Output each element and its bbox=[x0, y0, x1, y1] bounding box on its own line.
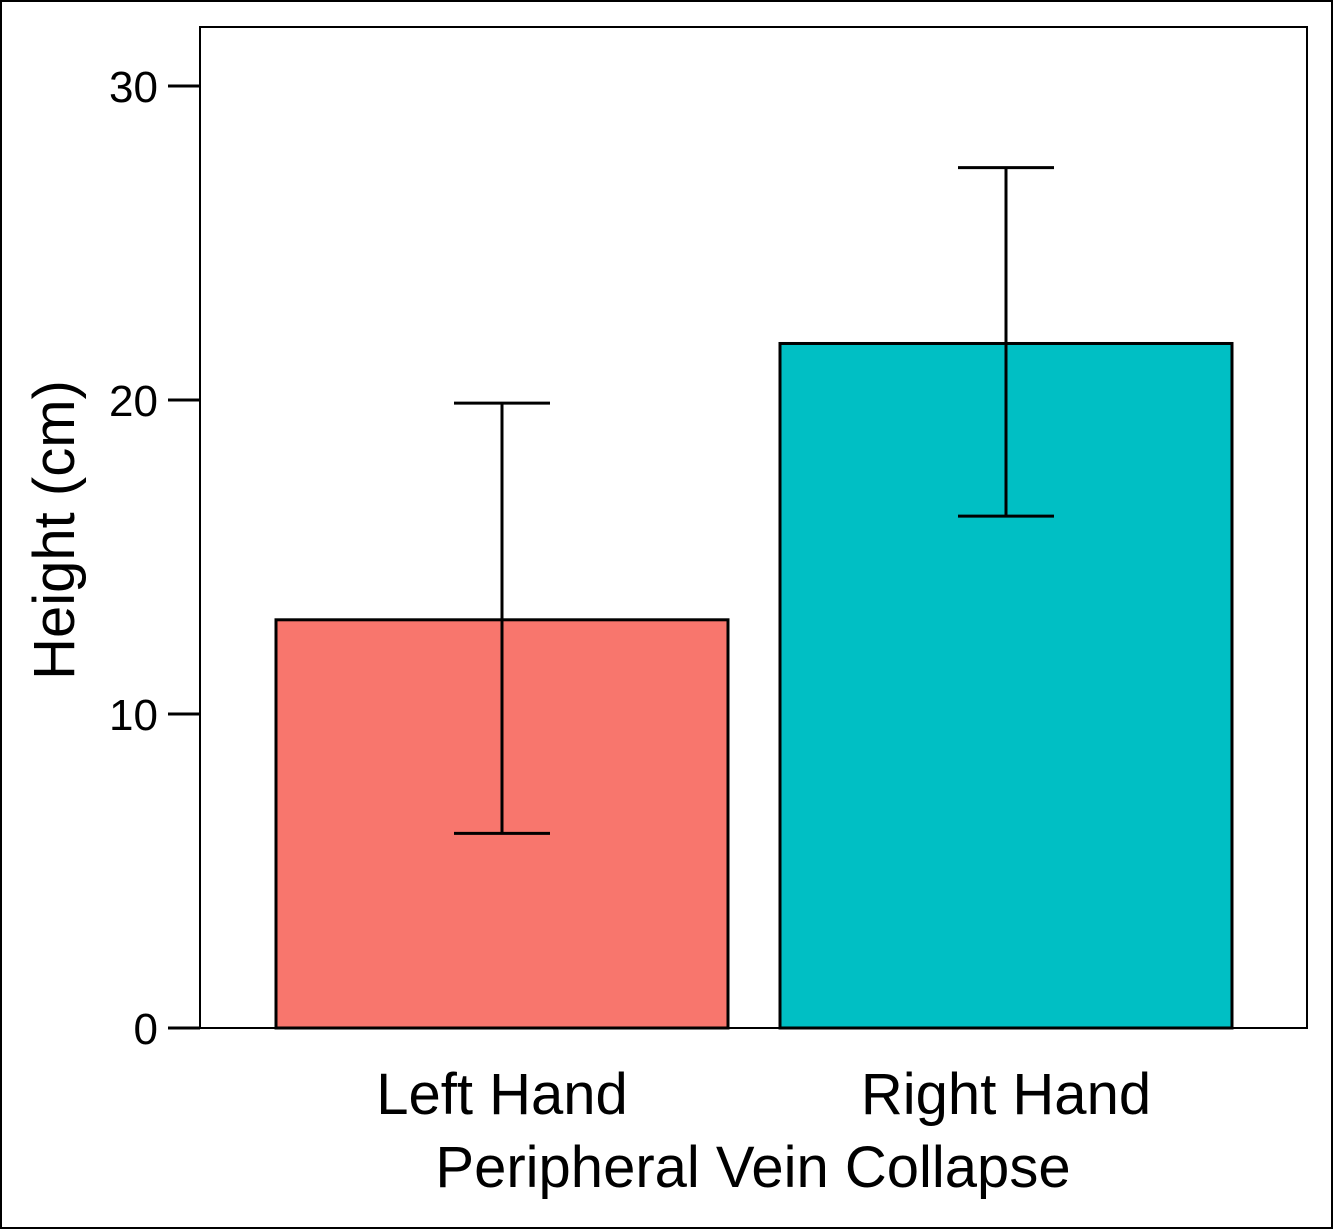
y-tick-label: 30 bbox=[109, 63, 158, 112]
x-axis-title: Peripheral Vein Collapse bbox=[435, 1135, 1070, 1200]
y-tick-label: 10 bbox=[109, 691, 158, 740]
x-tick-label: Right Hand bbox=[861, 1062, 1151, 1127]
y-tick-label: 0 bbox=[134, 1005, 158, 1054]
x-tick-label: Left Hand bbox=[376, 1062, 628, 1127]
plot-panel-border bbox=[199, 26, 1308, 1029]
x-axis: Left Hand Right Hand bbox=[376, 1062, 1151, 1127]
error-bars-layer bbox=[454, 166, 1054, 835]
y-axis: 0 10 20 30 bbox=[109, 63, 200, 1054]
y-axis-title: Height (cm) bbox=[22, 380, 87, 680]
y-tick-label: 20 bbox=[109, 377, 158, 426]
bars-layer bbox=[274, 341, 1234, 1030]
